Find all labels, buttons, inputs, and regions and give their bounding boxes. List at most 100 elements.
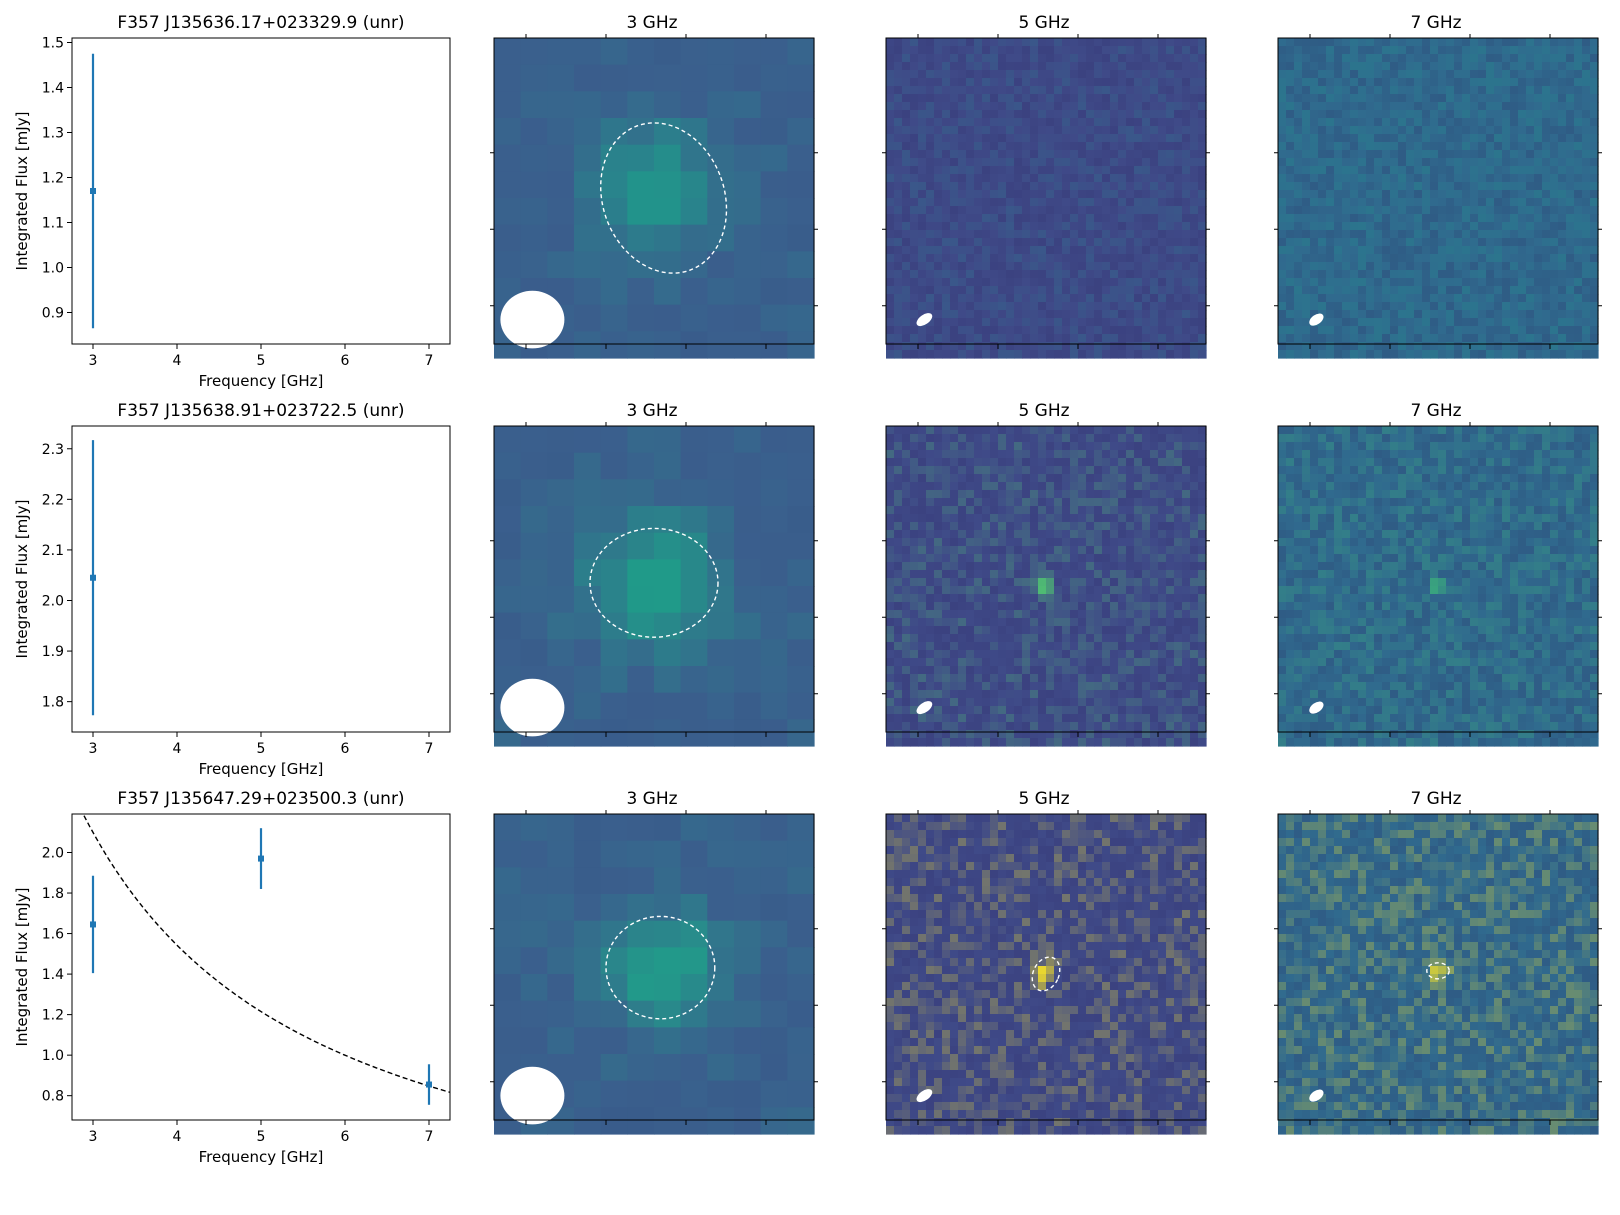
image-pixel	[1078, 102, 1087, 111]
image-pixel	[1134, 342, 1143, 351]
image-pixel	[1358, 206, 1367, 215]
image-pixel	[894, 578, 903, 587]
image-pixel	[1566, 158, 1575, 167]
image-pixel	[1342, 134, 1351, 143]
image-pixel	[1310, 62, 1319, 71]
image-pixel	[1198, 350, 1207, 359]
image-pixel	[1046, 230, 1055, 239]
image-pixel	[1454, 294, 1463, 303]
image-pixel	[966, 506, 975, 515]
image-pixel	[1590, 230, 1599, 239]
image-pixel	[1286, 246, 1295, 255]
image-pixel	[1102, 46, 1111, 55]
image-pixel	[910, 334, 919, 343]
image-pixel	[982, 190, 991, 199]
image-pixel	[894, 214, 903, 223]
image-pixel	[1078, 610, 1087, 619]
image-pixel	[1022, 594, 1031, 603]
image-pixel	[1142, 426, 1151, 435]
image-pixel	[990, 334, 999, 343]
image-pixel	[1014, 602, 1023, 611]
image-pixel	[934, 618, 943, 627]
image-pixel	[1478, 102, 1487, 111]
image-pixel	[1102, 78, 1111, 87]
image-pixel	[1078, 230, 1087, 239]
image-pixel	[1366, 174, 1375, 183]
image-pixel	[1046, 62, 1055, 71]
image-pixel	[990, 450, 999, 459]
image-pixel	[974, 158, 983, 167]
image-pixel	[950, 490, 959, 499]
image-pixel	[1382, 334, 1391, 343]
image-pixel	[958, 310, 967, 319]
image-pixel	[974, 634, 983, 643]
x-axis-label: Frequency [GHz]	[199, 760, 324, 778]
image-pixel	[974, 222, 983, 231]
image-pixel	[1118, 570, 1127, 579]
image-pixel	[1038, 286, 1047, 295]
image-pixel	[950, 206, 959, 215]
image-pixel	[942, 246, 951, 255]
image-pixel	[1398, 102, 1407, 111]
image-pixel	[1134, 182, 1143, 191]
image-pixel	[934, 302, 943, 311]
image-pixel	[787, 331, 815, 359]
image-pixel	[1150, 690, 1159, 699]
image-pixel	[1174, 634, 1183, 643]
image-pixel	[1286, 78, 1295, 87]
image-pixel	[1030, 134, 1039, 143]
image-pixel	[958, 198, 967, 207]
image-pixel	[1158, 530, 1167, 539]
image-pixel	[902, 118, 911, 127]
image-pixel	[1462, 190, 1471, 199]
image-pixel	[1094, 294, 1103, 303]
image-pixel	[1534, 318, 1543, 327]
image-pixel	[942, 254, 951, 263]
image-pixel	[966, 214, 975, 223]
image-pixel	[990, 538, 999, 547]
image-pixel	[1046, 482, 1055, 491]
image-pixel	[926, 690, 935, 699]
image-pixel	[1302, 174, 1311, 183]
image-pixel	[982, 118, 991, 127]
image-pixel	[1174, 546, 1183, 555]
image-pixel	[1334, 230, 1343, 239]
image-pixel	[1158, 514, 1167, 523]
image-pixel	[1430, 262, 1439, 271]
image-pixel	[1510, 110, 1519, 119]
image-pixel	[1190, 142, 1199, 151]
image-pixel	[998, 158, 1007, 167]
image-pixel	[1590, 238, 1599, 247]
image-pixel	[787, 639, 815, 667]
image-pixel	[1550, 326, 1559, 335]
image-pixel	[1118, 626, 1127, 635]
image-pixel	[707, 224, 735, 252]
image-pixel	[1486, 302, 1495, 311]
image-pixel	[1366, 350, 1375, 359]
image-pixel	[966, 450, 975, 459]
image-pixel	[1142, 666, 1151, 675]
image-pixel	[1558, 62, 1567, 71]
image-pixel	[998, 514, 1007, 523]
image-pixel	[1438, 110, 1447, 119]
y-tick-label: 1.3	[42, 126, 64, 142]
image-pixel	[1446, 350, 1455, 359]
image-pixel	[1550, 278, 1559, 287]
image-pixel	[990, 530, 999, 539]
image-pixel	[1062, 458, 1071, 467]
image-pixel	[574, 426, 602, 454]
image-pixel	[1126, 634, 1135, 643]
image-pixel	[1278, 230, 1287, 239]
image-pixel	[1430, 206, 1439, 215]
image-pixel	[1182, 126, 1191, 135]
image-pixel	[1438, 286, 1447, 295]
image-pixel	[998, 666, 1007, 675]
image-pixel	[1502, 182, 1511, 191]
image-pixel	[1494, 350, 1503, 359]
image-pixel	[734, 532, 762, 560]
image-pixel	[974, 190, 983, 199]
image-pixel	[1278, 310, 1287, 319]
image-pixel	[1126, 594, 1135, 603]
image-pixel	[1198, 342, 1207, 351]
image-pixel	[1118, 498, 1127, 507]
